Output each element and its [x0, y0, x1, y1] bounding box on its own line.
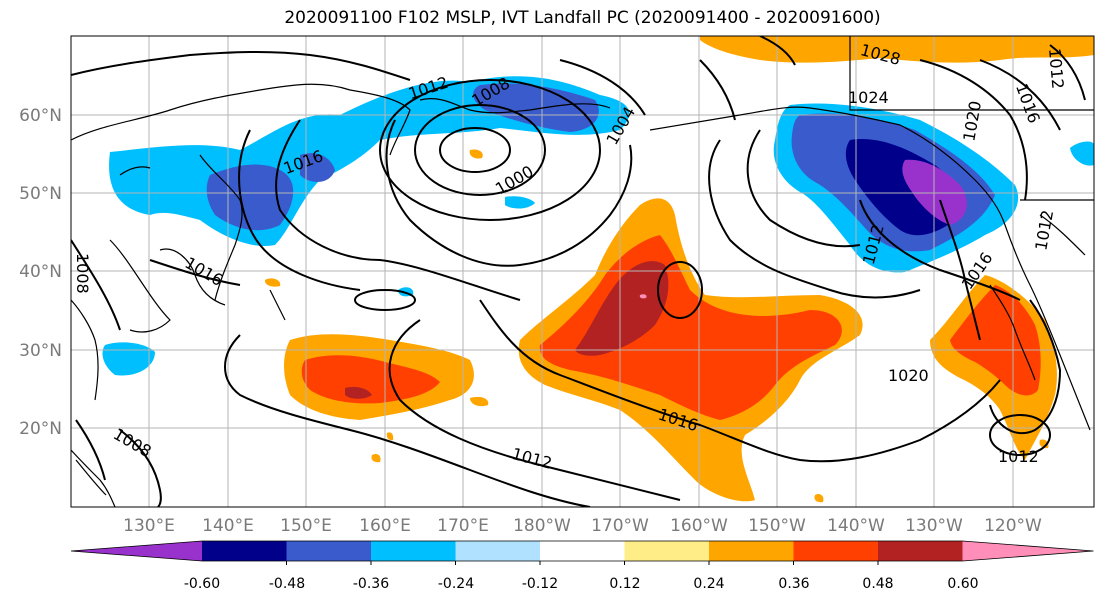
colorbar-tick-label: 0.24 [693, 576, 724, 592]
isobar-label: 1020 [888, 366, 929, 385]
map-title: 2020091100 F102 MSLP, IVT Landfall PC (2… [284, 8, 881, 28]
colorbar-extend-low [71, 541, 202, 561]
gridlines [71, 36, 1094, 507]
colorbar-tick-label: -0.12 [522, 576, 558, 592]
colorbar-swatch [709, 541, 794, 561]
colorbar-tick-label: 0.12 [609, 576, 640, 592]
lon-label: 140°W [827, 516, 885, 536]
colorbar-swatch [286, 541, 372, 561]
lon-label: 170°E [437, 516, 489, 536]
isobar-label: 1008 [73, 253, 92, 294]
lon-label: 120°W [984, 516, 1042, 536]
isobar-label: 1024 [848, 88, 889, 107]
colorbar-swatch [540, 541, 625, 561]
colorbar-swatch [793, 541, 879, 561]
colorbar-outline [70, 540, 1094, 562]
lon-label: 180°W [513, 516, 571, 536]
colorbar-swatch [624, 541, 710, 561]
latitude-labels: 60°N 50°N 40°N 30°N 20°N [19, 106, 62, 439]
lon-label: 150°E [280, 516, 332, 536]
lat-label: 30°N [19, 341, 62, 361]
colorbar-tick-label: 0.60 [947, 576, 978, 592]
longitude-labels: 130°E 140°E 150°E 160°E 170°E 180°W 170°… [123, 516, 1042, 536]
colorbar-swatch [455, 541, 541, 561]
lon-label: 130°W [905, 516, 963, 536]
lat-label: 60°N [19, 106, 62, 126]
lat-label: 20°N [19, 419, 62, 439]
lon-label: 160°E [359, 516, 411, 536]
lat-label: 40°N [19, 262, 62, 282]
colorbar-tick-label: 0.36 [778, 576, 809, 592]
lon-label: 150°W [748, 516, 806, 536]
lat-label: 50°N [19, 184, 62, 204]
coastlines [71, 36, 1094, 507]
colorbar-tick-label: -0.48 [269, 576, 305, 592]
colorbar-tick-label: -0.36 [353, 576, 389, 592]
isobar-label: 1012 [1045, 47, 1067, 89]
lon-label: 160°W [670, 516, 728, 536]
lon-label: 130°E [123, 516, 175, 536]
colorbar-tick-label: -0.60 [184, 576, 220, 592]
lon-label: 170°W [591, 516, 649, 536]
colorbar-extend-high [962, 541, 1094, 561]
lon-label: 140°E [202, 516, 254, 536]
ivt-negative-shading [102, 76, 1094, 376]
colorbar-swatch [878, 541, 963, 561]
colorbar-tick-label: 0.48 [862, 576, 893, 592]
map-frame [70, 35, 1095, 508]
colorbar-tick-label: -0.24 [438, 576, 474, 592]
mslp-isobars [71, 36, 1086, 507]
colorbar [70, 540, 1094, 565]
colorbar-tick-labels: -0.60 -0.48 -0.36 -0.24 -0.12 0.12 0.24 … [184, 576, 979, 592]
colorbar-swatch [202, 541, 287, 561]
isobar-label: 1012 [998, 447, 1039, 466]
colorbar-swatch [371, 541, 456, 561]
